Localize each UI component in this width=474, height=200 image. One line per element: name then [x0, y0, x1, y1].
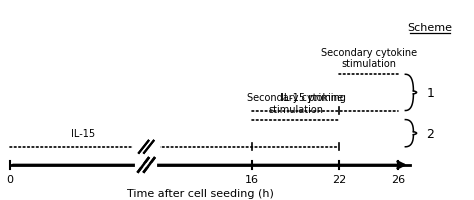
Text: Secondary cytokine
stimulation: Secondary cytokine stimulation — [321, 47, 417, 69]
Text: IL-15 priming: IL-15 priming — [281, 93, 346, 103]
Text: 22: 22 — [332, 174, 346, 184]
Text: 0: 0 — [7, 174, 14, 184]
Text: 16: 16 — [245, 174, 259, 184]
Text: Secondary cytokine
stimulation: Secondary cytokine stimulation — [247, 92, 344, 114]
Text: Scheme: Scheme — [408, 23, 453, 33]
Text: IL-15: IL-15 — [71, 129, 95, 139]
Text: 26: 26 — [391, 174, 405, 184]
Text: 2: 2 — [426, 127, 434, 140]
Text: 1: 1 — [426, 86, 434, 99]
Text: Time after cell seeding (h): Time after cell seeding (h) — [127, 188, 274, 198]
